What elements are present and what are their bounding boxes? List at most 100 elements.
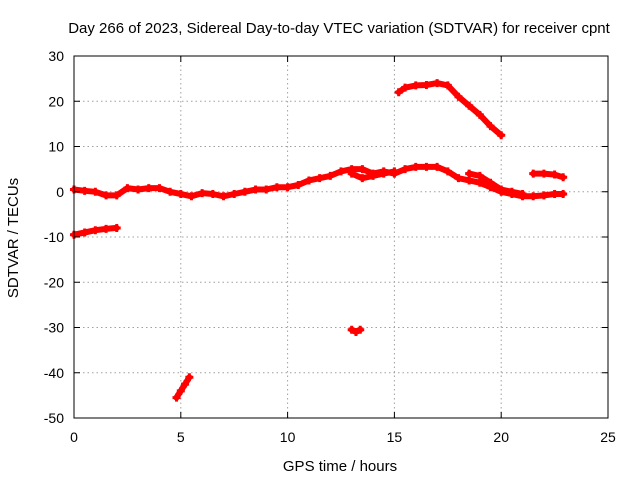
data-point: [486, 122, 495, 131]
data-point: [91, 226, 100, 235]
data-point: [80, 186, 89, 195]
data-point: [283, 183, 292, 192]
data-point: [433, 79, 442, 88]
series-line: [173, 374, 193, 401]
data-point: [358, 165, 367, 174]
data-point: [176, 386, 185, 395]
x-tick-label: 10: [280, 429, 296, 445]
data-point: [486, 178, 495, 187]
y-tick-label: 30: [48, 48, 64, 64]
plot-data: [70, 79, 568, 402]
data-point: [550, 190, 559, 199]
data-point: [379, 169, 388, 178]
series-line: [530, 170, 567, 181]
y-tick-label: -40: [44, 365, 64, 381]
y-tick-label: 0: [56, 184, 64, 200]
data-point: [358, 174, 367, 183]
x-tick-label: 20: [493, 429, 509, 445]
data-point: [112, 223, 121, 232]
y-tick-label: 10: [48, 139, 64, 155]
data-point: [497, 131, 506, 140]
series-trace-isolated: [347, 325, 365, 337]
series-main-trace: [70, 162, 568, 201]
data-point: [369, 171, 378, 180]
data-point: [144, 184, 153, 193]
data-point: [411, 81, 420, 90]
data-point: [497, 185, 506, 194]
data-point: [326, 171, 335, 180]
chart-title: Day 266 of 2023, Sidereal Day-to-day VTE…: [68, 20, 610, 37]
data-point: [539, 169, 548, 178]
series-trace-high-arc: [394, 79, 506, 140]
data-point: [102, 191, 111, 200]
y-tick-label: 20: [48, 93, 64, 109]
data-point: [465, 101, 474, 110]
data-point: [422, 162, 431, 171]
data-point: [272, 183, 281, 192]
data-point: [443, 167, 452, 176]
data-point: [181, 380, 190, 389]
data-point: [294, 180, 303, 189]
series-line: [395, 80, 505, 139]
data-point: [208, 190, 217, 199]
data-point: [465, 169, 474, 178]
axis-ticks: 0 5 10 15 20 25 -50 -40 -30 -20 -10 0 10 20 30: [44, 48, 616, 445]
data-point: [185, 373, 194, 382]
data-point: [475, 110, 484, 119]
data-point: [219, 192, 228, 201]
data-point: [91, 187, 100, 196]
y-tick-label: -30: [44, 320, 64, 336]
data-point: [475, 178, 484, 187]
data-point: [230, 190, 239, 199]
x-tick-label: 15: [387, 429, 403, 445]
series-trace-afternoon-branch: [347, 167, 399, 183]
data-point: [240, 187, 249, 196]
data-point: [176, 190, 185, 199]
data-point: [550, 170, 559, 179]
data-point: [454, 174, 463, 183]
data-point: [262, 185, 271, 194]
data-point: [454, 92, 463, 101]
data-point: [529, 192, 538, 201]
data-point: [304, 176, 313, 185]
data-point: [155, 184, 164, 193]
data-point: [443, 81, 452, 90]
data-point: [559, 173, 568, 182]
data-point: [394, 88, 403, 97]
data-point: [507, 187, 516, 196]
data-point: [337, 167, 345, 176]
data-point: [112, 191, 121, 200]
data-point: [433, 162, 442, 171]
data-point: [539, 191, 548, 200]
y-tick-label: -50: [44, 410, 64, 426]
data-point: [347, 169, 356, 178]
data-point: [187, 192, 196, 201]
data-point: [401, 83, 410, 92]
x-tick-label: 25: [600, 429, 616, 445]
data-point: [465, 176, 474, 185]
grid: [74, 56, 608, 418]
data-point: [315, 174, 324, 183]
data-point: [134, 185, 143, 194]
data-point: [390, 167, 399, 176]
data-point: [80, 228, 89, 237]
data-point: [251, 185, 260, 194]
x-tick-label: 0: [70, 429, 78, 445]
data-point: [559, 190, 568, 199]
data-point: [172, 393, 181, 402]
data-point: [411, 162, 420, 171]
series-trace-late-branch: [465, 169, 527, 199]
y-tick-label: -20: [44, 274, 64, 290]
data-point: [351, 328, 360, 337]
data-point: [123, 184, 132, 193]
data-point: [475, 171, 484, 180]
series-trace-spike: [172, 373, 194, 402]
data-point: [102, 224, 111, 233]
x-axis-label: GPS time / hours: [283, 458, 397, 475]
series-trace-night-right: [529, 169, 568, 182]
data-point: [166, 187, 175, 196]
y-tick-label: -10: [44, 229, 64, 245]
data-point: [401, 165, 410, 174]
data-point: [356, 325, 365, 334]
